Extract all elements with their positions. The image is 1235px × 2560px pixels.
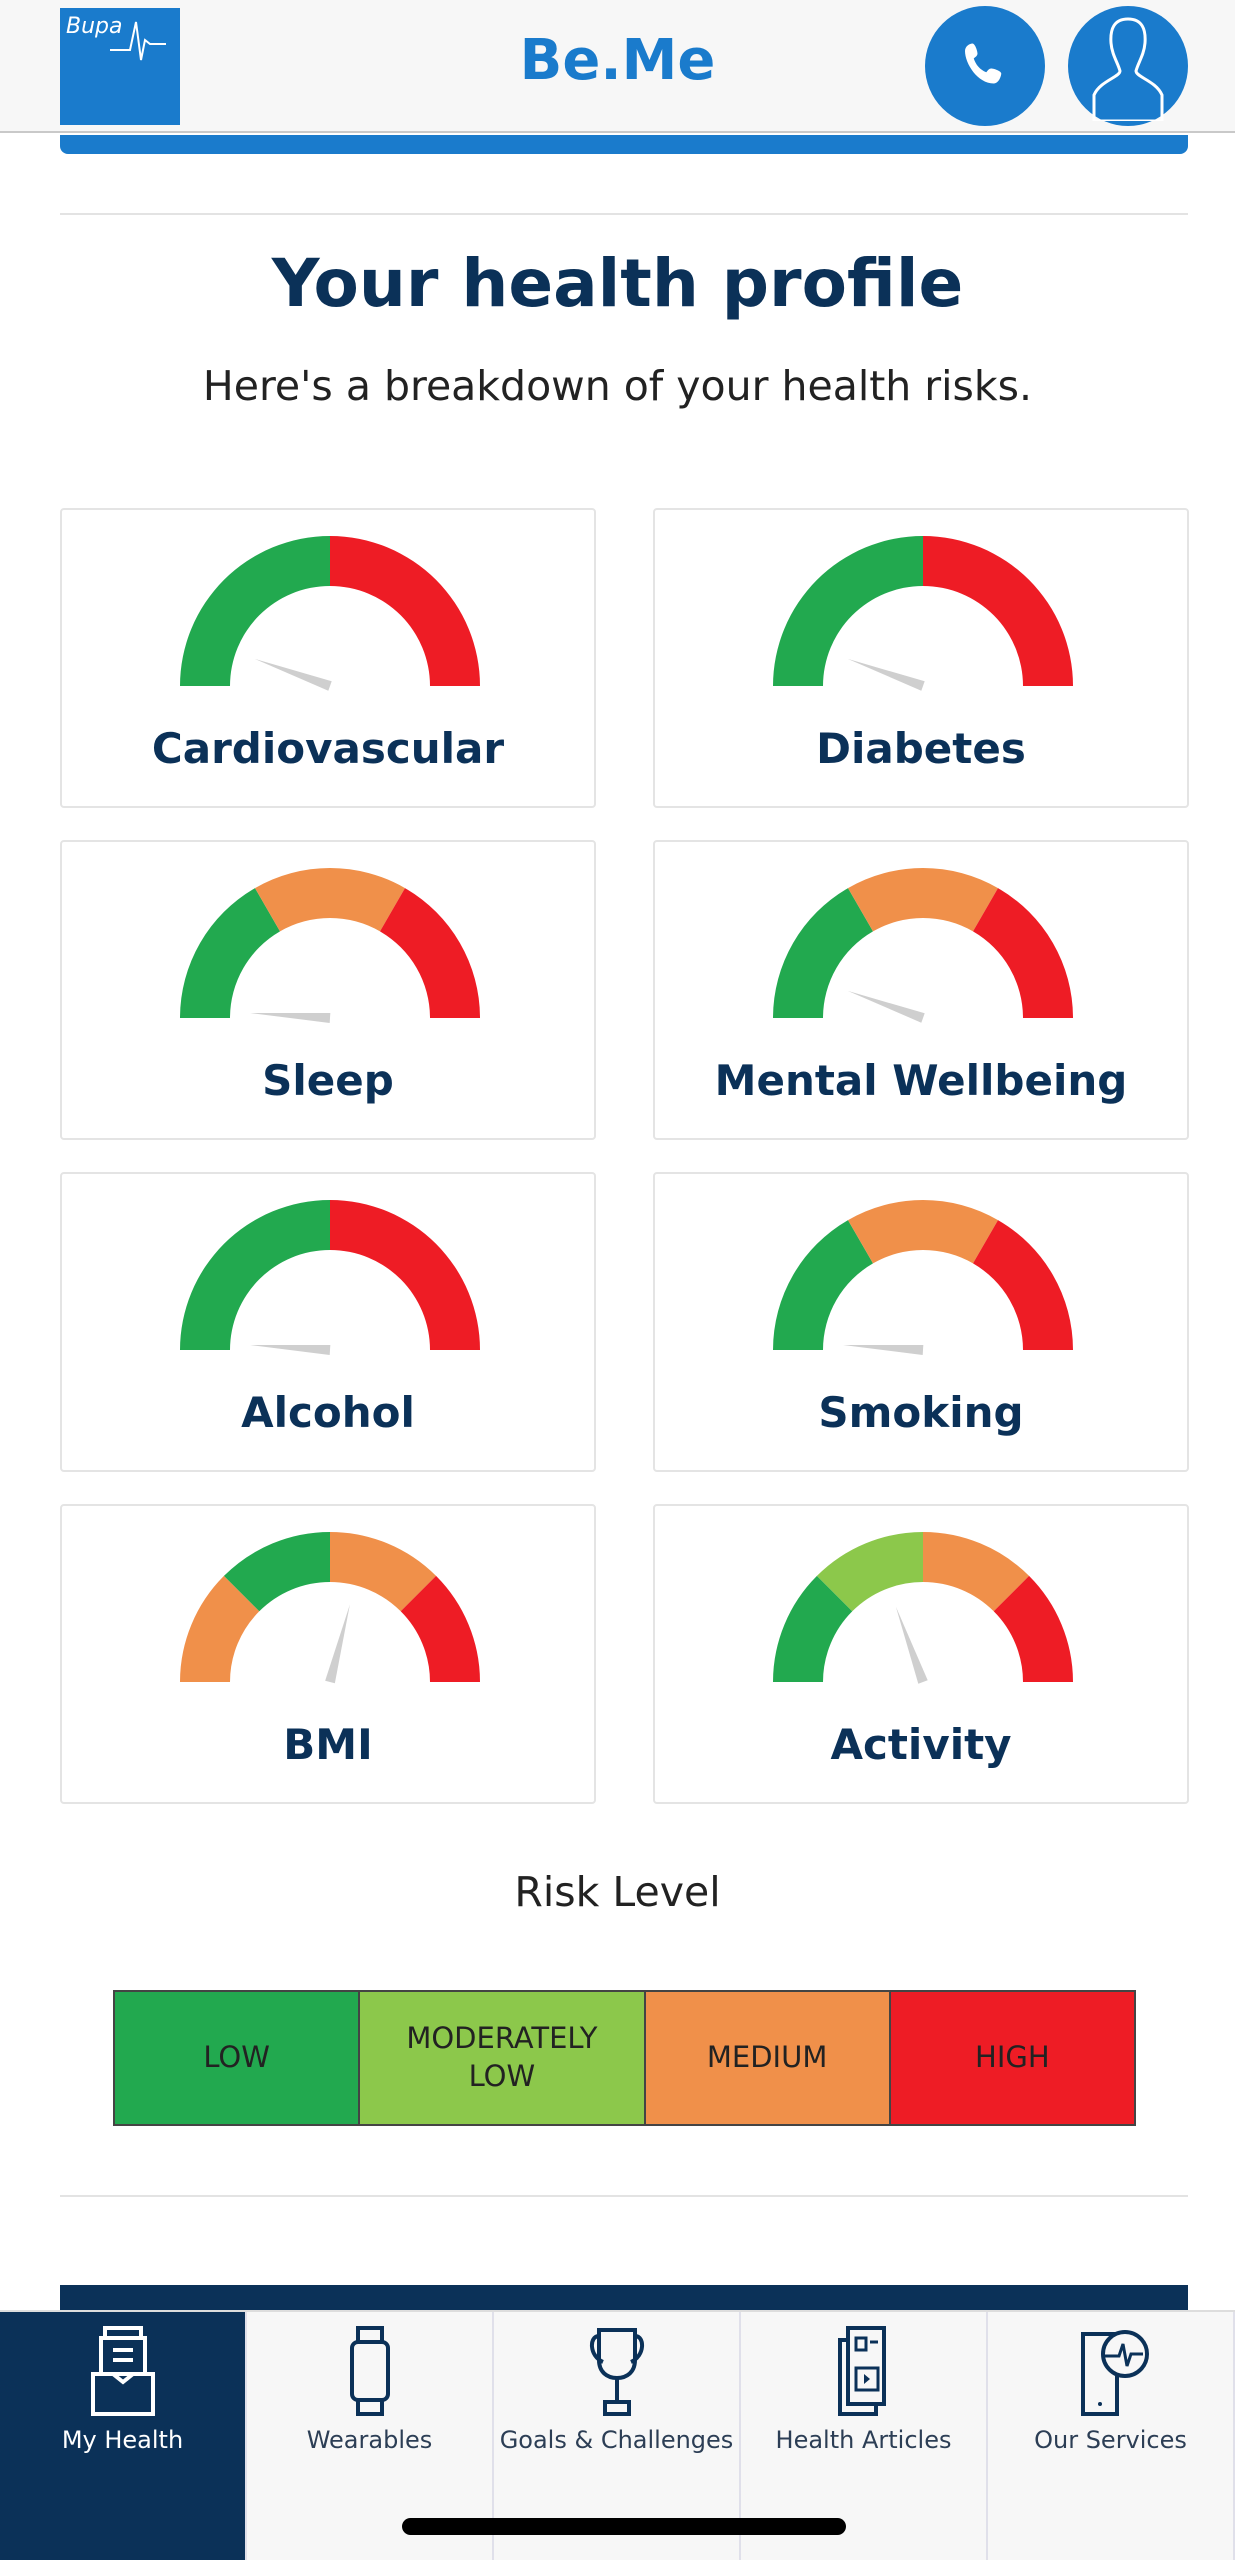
gauge-segment <box>180 1200 330 1350</box>
gauge-card-smoking[interactable]: Smoking <box>653 1172 1189 1472</box>
gauge-segment <box>973 1220 1073 1350</box>
user-icon <box>1092 17 1164 121</box>
gauge-segment <box>816 1532 923 1612</box>
page-subtitle: Here's a breakdown of your health risks. <box>202 362 1033 410</box>
gauge-segment <box>773 1575 853 1682</box>
risk-level-moderately-low: MODERATELY LOW <box>360 1992 646 2124</box>
gauge-needle <box>895 1606 928 1684</box>
home-indicator[interactable] <box>402 2518 846 2535</box>
gauge-label: Cardiovascular <box>151 724 505 773</box>
logo-text: Bupa <box>66 14 123 39</box>
gauge-segment <box>848 1200 998 1264</box>
gauge-segment <box>973 888 1073 1018</box>
gauge-card-cardiovascular[interactable]: Cardiovascular <box>60 508 596 808</box>
gauge-card-diabetes[interactable]: Diabetes <box>653 508 1189 808</box>
gauge-label: Sleep <box>262 1056 394 1105</box>
nav-label: Goals & Challenges <box>499 2426 734 2454</box>
gauge-segment <box>923 536 1073 686</box>
content-band <box>60 2285 1188 2311</box>
gauge <box>773 536 1073 691</box>
phone-icon <box>965 43 1002 84</box>
heartbeat-icon <box>110 21 166 61</box>
nav-label: Health Articles <box>775 2426 952 2454</box>
gauge-segment <box>923 1532 1030 1612</box>
gauge-segment <box>773 888 873 1018</box>
gauge-needle <box>254 658 332 691</box>
risk-level-medium: MEDIUM <box>645 1992 891 2124</box>
gauge-label: Diabetes <box>816 724 1026 773</box>
gauge-segment <box>993 1575 1073 1682</box>
gauge-label: Activity <box>830 1720 1012 1769</box>
gauge-segment <box>330 1532 437 1612</box>
call-button[interactable] <box>925 6 1045 126</box>
gauge-label: Mental Wellbeing <box>714 1056 1128 1105</box>
gauge <box>773 868 1073 1023</box>
trophy-icon <box>589 2328 644 2416</box>
gauge-card-mental-wellbeing[interactable]: Mental Wellbeing <box>653 840 1189 1140</box>
risk-level-high: HIGH <box>890 1992 1134 2124</box>
gauge-card-activity[interactable]: Activity <box>653 1504 1189 1804</box>
gauge-segment <box>180 1575 260 1682</box>
gauge-needle <box>847 990 925 1023</box>
phone-heartbeat-icon <box>1080 2330 1149 2416</box>
gauge <box>180 536 480 691</box>
gauge-segment <box>180 888 280 1018</box>
nav-health-articles[interactable]: Health Articles <box>741 2312 988 2560</box>
app-header: Bupa Be.Me <box>0 0 1235 133</box>
risk-level-title: Risk Level <box>514 1868 721 1916</box>
nav-my-health[interactable]: My Health <box>0 2312 247 2560</box>
app-title: Be.Me <box>519 28 716 93</box>
divider <box>60 213 1188 215</box>
nav-label: Our Services <box>1034 2426 1187 2454</box>
gauge-label: BMI <box>283 1720 373 1769</box>
gauge-card-bmi[interactable]: BMI <box>60 1504 596 1804</box>
inbox-list-icon <box>90 2326 155 2416</box>
gauge-needle <box>325 1604 350 1684</box>
gauge-segment <box>380 888 480 1018</box>
gauge <box>773 1532 1073 1684</box>
gauge <box>180 868 480 1023</box>
risk-level-legend: LOW MODERATELY LOW MEDIUM HIGH <box>113 1990 1136 2126</box>
gauge-needle <box>250 1012 331 1023</box>
nav-label: Wearables <box>306 2426 433 2454</box>
profile-button[interactable] <box>1068 6 1188 126</box>
gauge-segment <box>180 536 330 686</box>
newspaper-icon <box>837 2326 886 2416</box>
nav-wearables[interactable]: Wearables <box>247 2312 494 2560</box>
gauge-segment <box>773 536 923 686</box>
gauge-segment <box>330 1200 480 1350</box>
gauge <box>180 1532 480 1684</box>
header-accent-bar <box>60 135 1188 154</box>
gauge <box>180 1200 480 1355</box>
page-title: Your health profile <box>271 245 964 322</box>
gauge-segment <box>223 1532 330 1612</box>
gauge-needle <box>843 1344 924 1355</box>
gauge-label: Smoking <box>818 1388 1024 1437</box>
nav-label: My Health <box>61 2426 184 2454</box>
nav-goals-challenges[interactable]: Goals & Challenges <box>494 2312 741 2560</box>
gauge <box>773 1200 1073 1355</box>
smartwatch-icon <box>349 2326 390 2416</box>
gauge-needle <box>250 1344 331 1355</box>
gauge-card-sleep[interactable]: Sleep <box>60 840 596 1140</box>
gauge-needle <box>847 658 925 691</box>
gauge-segment <box>400 1575 480 1682</box>
gauge-segment <box>773 1220 873 1350</box>
gauge-card-alcohol[interactable]: Alcohol <box>60 1172 596 1472</box>
risk-level-low: LOW <box>115 1992 361 2124</box>
gauge-segment <box>330 536 480 686</box>
gauge-segment <box>848 868 998 932</box>
gauge-segment <box>255 868 405 932</box>
gauge-label: Alcohol <box>241 1388 415 1437</box>
nav-our-services[interactable]: Our Services <box>988 2312 1235 2560</box>
bupa-logo[interactable]: Bupa <box>60 8 180 125</box>
divider <box>60 2195 1188 2197</box>
